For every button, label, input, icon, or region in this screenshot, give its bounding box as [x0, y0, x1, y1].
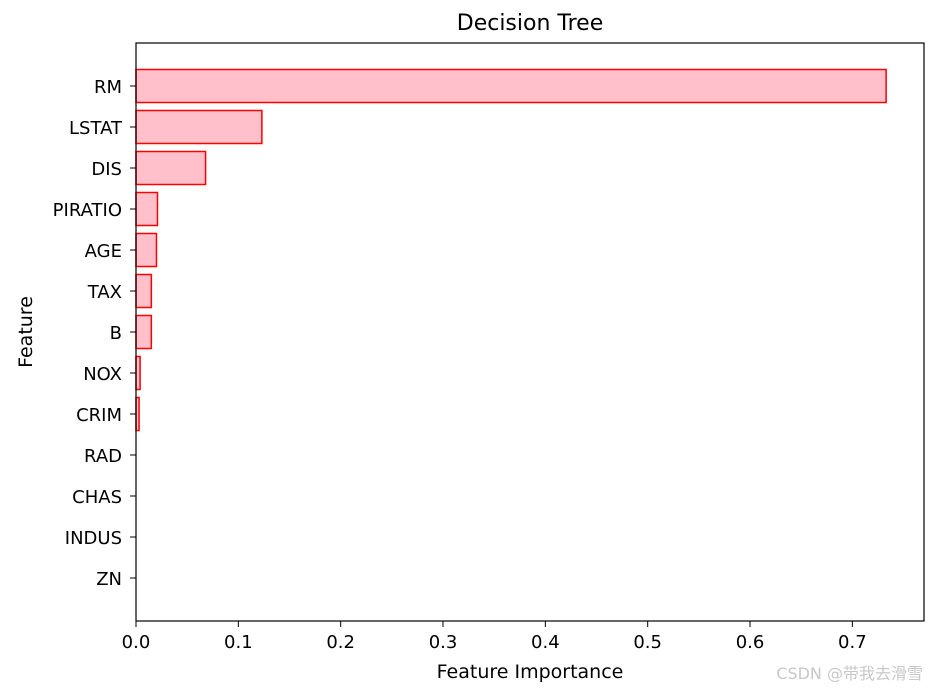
bar-dis	[135, 150, 207, 186]
x-tick-label: 0.6	[736, 632, 765, 653]
bar-tax	[135, 273, 153, 309]
x-tick-label: 0.1	[224, 632, 253, 653]
chart-title: Decision Tree	[457, 11, 604, 36]
bar-nox	[135, 355, 141, 391]
y-axis-label: Feature	[15, 296, 37, 368]
bar-lstat	[135, 109, 263, 145]
y-tick-label: AGE	[85, 241, 122, 262]
y-tick-label: RM	[94, 77, 122, 98]
y-tick-label: RAD	[84, 446, 122, 467]
x-tick-group: 0.0 0.1 0.2 0.3 0.4 0.5 0.6 0.7	[122, 621, 867, 653]
bar-b	[135, 314, 153, 350]
x-axis-label: Feature Importance	[437, 661, 624, 683]
plot-frame	[135, 42, 925, 622]
y-tick-label: PIRATIO	[53, 200, 122, 221]
bar-group	[135, 68, 887, 432]
x-tick-label: 0.2	[326, 632, 355, 653]
x-tick-label: 0.0	[122, 632, 151, 653]
bar-piratio	[135, 191, 159, 227]
y-tick-label: TAX	[87, 282, 122, 303]
y-tick-group: RM LSTAT DIS PIRATIO AGE TAX B NOX CRIM RAD CHAS IN…	[53, 77, 136, 590]
y-tick-label: INDUS	[65, 528, 122, 549]
x-tick-label: 0.5	[633, 632, 662, 653]
bar-rm	[135, 68, 887, 104]
x-tick-label: 0.3	[429, 632, 458, 653]
x-tick-label: 0.7	[838, 632, 867, 653]
y-tick-label: NOX	[83, 364, 122, 385]
y-tick-label: DIS	[91, 159, 122, 180]
bar-age	[135, 232, 158, 268]
watermark: CSDN @带我去滑雪	[776, 664, 923, 683]
y-tick-label: LSTAT	[69, 118, 123, 139]
x-tick-label: 0.4	[531, 632, 560, 653]
y-tick-label: CHAS	[72, 487, 122, 508]
y-tick-label: B	[110, 323, 122, 344]
y-tick-label: CRIM	[76, 405, 122, 426]
y-tick-label: ZN	[96, 569, 122, 590]
